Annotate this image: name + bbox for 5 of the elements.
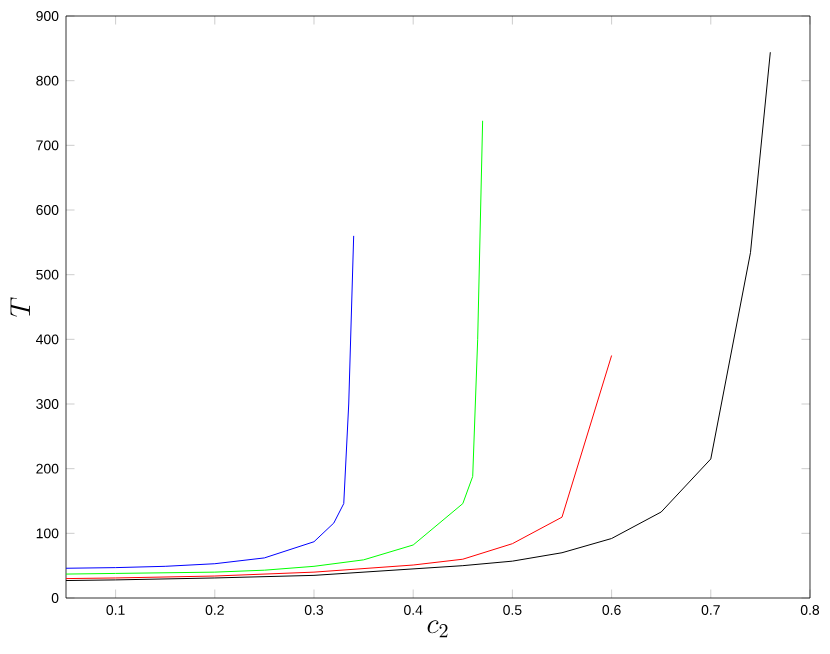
line-series <box>66 120 484 575</box>
line-series <box>66 355 613 580</box>
y-axis-title: $T$ <box>10 297 30 317</box>
line-series <box>66 235 355 569</box>
x-axis-title: $c_2$ <box>427 620 448 638</box>
